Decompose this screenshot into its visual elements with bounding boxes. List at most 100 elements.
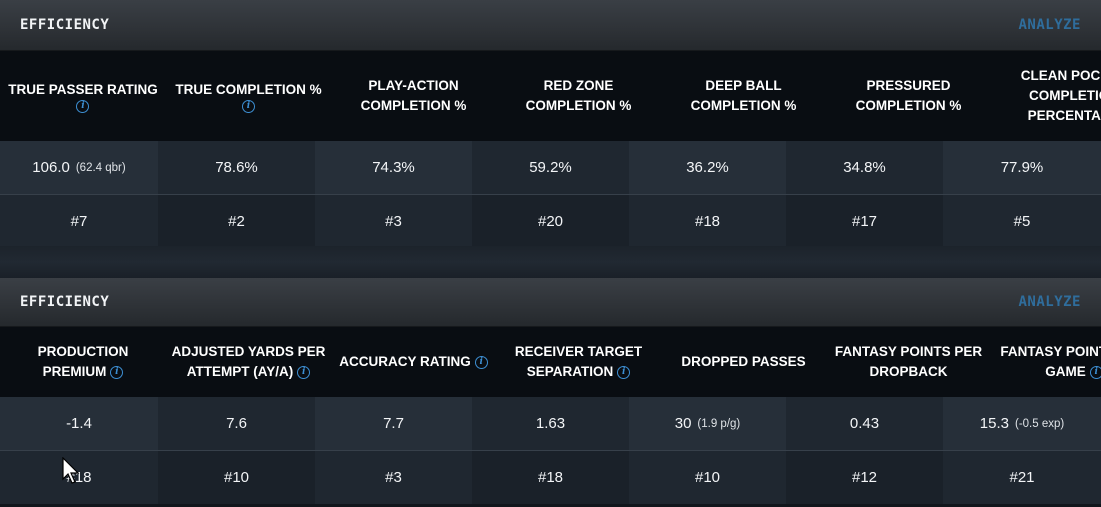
metric-value-cell: 7.6 <box>158 397 315 450</box>
metric-rank-cell: #3 <box>315 451 472 504</box>
metric-value-cell: 34.8% <box>786 141 943 194</box>
metric-label: DEEP BALL COMPLETION % <box>661 51 826 141</box>
metric-rank-cell: #10 <box>629 451 786 504</box>
metric-label-text-wrap: PRODUCTION PREMIUM i <box>4 342 162 382</box>
metric-label: PRESSURED COMPLETION % <box>826 51 991 141</box>
metric-label-text: RED ZONE COMPLETION % <box>525 78 632 113</box>
metric-label-text-wrap: TRUE COMPLETION % i <box>175 80 322 113</box>
metric-rank: #3 <box>385 469 402 486</box>
metric-rank: #7 <box>70 213 88 230</box>
metric-label-text: FANTASY POINTS PER GAME <box>1000 344 1101 379</box>
metric-value-note: (1.9 p/g) <box>697 417 741 430</box>
info-icon[interactable]: i <box>474 355 488 369</box>
metric-rank-cell: #5 <box>943 195 1101 248</box>
analyze-link[interactable]: ANALYZE <box>1018 294 1081 310</box>
metric-value: 30 <box>674 415 692 432</box>
metric-label-row: TRUE PASSER RATING i TRUE COMPLETION % i PLA… <box>0 51 1101 141</box>
metric-rank: #17 <box>851 213 878 230</box>
metric-label-text: PRODUCTION PREMIUM <box>37 344 129 379</box>
metric-rank-cell: #10 <box>158 451 315 504</box>
metric-value-note: (-0.5 exp) <box>1014 417 1065 430</box>
metric-rank-cell: #18 <box>629 195 786 248</box>
metric-rank: #5 <box>1013 213 1031 230</box>
metric-label-text-wrap: CLEAN POCKET COMPLETION PERCENTAGE <box>995 66 1101 126</box>
metric-value: 0.43 <box>849 415 880 432</box>
metric-label: CLEAN POCKET COMPLETION PERCENTAGE <box>991 51 1101 141</box>
metric-rank-cell: #3 <box>315 195 472 248</box>
mouse-pointer-icon <box>62 457 80 484</box>
metric-rank-row: #18 #10 #3 #18 #10 #12 #21 <box>0 451 1101 504</box>
metric-label-text: DEEP BALL COMPLETION % <box>690 78 797 113</box>
metric-rank: #20 <box>537 213 564 230</box>
metric-value: 106.0 <box>32 159 70 176</box>
metric-rank: #3 <box>385 213 402 230</box>
metric-label: DROPPED PASSES <box>661 327 826 397</box>
metric-label-text-wrap: RECEIVER TARGET SEPARATION i <box>500 342 657 382</box>
efficiency-panel-1: EFFICIENCY ANALYZE TRUE PASSER RATING i TR… <box>0 0 1101 248</box>
metric-label-text: TRUE PASSER RATING <box>8 81 158 97</box>
metric-value: 77.9% <box>1000 159 1044 176</box>
metric-rank-cell: #21 <box>943 451 1101 504</box>
metric-rank-cell: #7 <box>0 195 158 248</box>
metric-value-cell: 59.2% <box>472 141 629 194</box>
metric-value: 74.3% <box>372 159 415 176</box>
metric-rank: #2 <box>228 213 245 230</box>
info-icon[interactable]: i <box>297 365 311 379</box>
metric-label-row: PRODUCTION PREMIUM i ADJUSTED YARDS PER AT… <box>0 327 1101 397</box>
metric-value: 1.63 <box>535 415 566 432</box>
metric-label-text: PRESSURED COMPLETION % <box>855 78 962 113</box>
info-icon[interactable]: i <box>110 365 124 379</box>
info-icon[interactable]: i <box>241 99 255 113</box>
analyze-link[interactable]: ANALYZE <box>1018 17 1081 33</box>
metric-rank: #18 <box>537 469 564 486</box>
metric-label-text: DROPPED PASSES <box>681 354 806 369</box>
metric-label-text: PLAY-ACTION COMPLETION % <box>360 78 467 113</box>
panel-title: EFFICIENCY <box>20 17 110 33</box>
metric-label-text-wrap: DROPPED PASSES <box>681 352 805 372</box>
efficiency-panel-2: EFFICIENCY ANALYZE PRODUCTION PREMIUM i AD… <box>0 278 1101 507</box>
metric-label: ACCURACY RATING i <box>331 327 496 397</box>
metric-label: PLAY-ACTION COMPLETION % <box>331 51 496 141</box>
metric-label: ADJUSTED YARDS PER ATTEMPT (AY/A) i <box>166 327 331 397</box>
metric-label: TRUE PASSER RATING i <box>0 51 166 141</box>
metric-label-text-wrap: PLAY-ACTION COMPLETION % <box>335 76 492 116</box>
metric-value: -1.4 <box>66 415 92 432</box>
metric-rank: #12 <box>851 469 878 486</box>
metric-value-cell: 30 (1.9 p/g) <box>629 397 786 450</box>
metric-label-text-wrap: FANTASY POINTS PER DROPBACK <box>830 342 987 382</box>
metric-rank: #18 <box>694 213 721 230</box>
metric-value-cell: 36.2% <box>629 141 786 194</box>
metric-value-cell: -1.4 <box>0 397 158 450</box>
metric-value-cell: 1.63 <box>472 397 629 450</box>
metric-label-text-wrap: PRESSURED COMPLETION % <box>830 76 987 116</box>
metric-rank-cell: #17 <box>786 195 943 248</box>
metric-value-cell: 0.43 <box>786 397 943 450</box>
metric-value-row: 106.0 (62.4 qbr) 78.6% 74.3% 59.2% 36.2% 34.8%… <box>0 141 1101 195</box>
info-icon[interactable]: i <box>76 99 90 113</box>
metric-value: 78.6% <box>215 159 258 176</box>
panel-spacer <box>0 246 1101 278</box>
metric-value-cell: 74.3% <box>315 141 472 194</box>
metric-label-text: RECEIVER TARGET SEPARATION <box>514 344 643 379</box>
metric-value-row: -1.4 7.6 7.7 1.63 30 (1.9 p/g) 0.43 15.3 (-0.5 e… <box>0 397 1101 451</box>
metric-rank: #10 <box>694 469 721 486</box>
metric-label: RECEIVER TARGET SEPARATION i <box>496 327 661 397</box>
metric-rank-cell: #2 <box>158 195 315 248</box>
metric-value-cell: 106.0 (62.4 qbr) <box>0 141 158 194</box>
metric-value: 7.6 <box>226 415 247 432</box>
metric-value: 34.8% <box>843 159 886 176</box>
metric-label-text: ADJUSTED YARDS PER ATTEMPT (AY/A) <box>171 344 326 379</box>
metric-rank-cell: #12 <box>786 451 943 504</box>
metric-value: 36.2% <box>686 159 729 176</box>
metric-label-text-wrap: ADJUSTED YARDS PER ATTEMPT (AY/A) i <box>170 342 327 382</box>
metric-value: 7.7 <box>383 415 404 432</box>
info-icon[interactable]: i <box>1089 365 1101 379</box>
metric-label-text: CLEAN POCKET COMPLETION PERCENTAGE <box>1020 68 1101 123</box>
info-icon[interactable]: i <box>617 365 631 379</box>
metric-value: 15.3 <box>979 415 1009 432</box>
metric-value-cell: 77.9% <box>943 141 1101 194</box>
metric-rank-cell: #20 <box>472 195 629 248</box>
metric-label-text: FANTASY POINTS PER DROPBACK <box>834 344 983 379</box>
metric-rank-cell: #18 <box>472 451 629 504</box>
